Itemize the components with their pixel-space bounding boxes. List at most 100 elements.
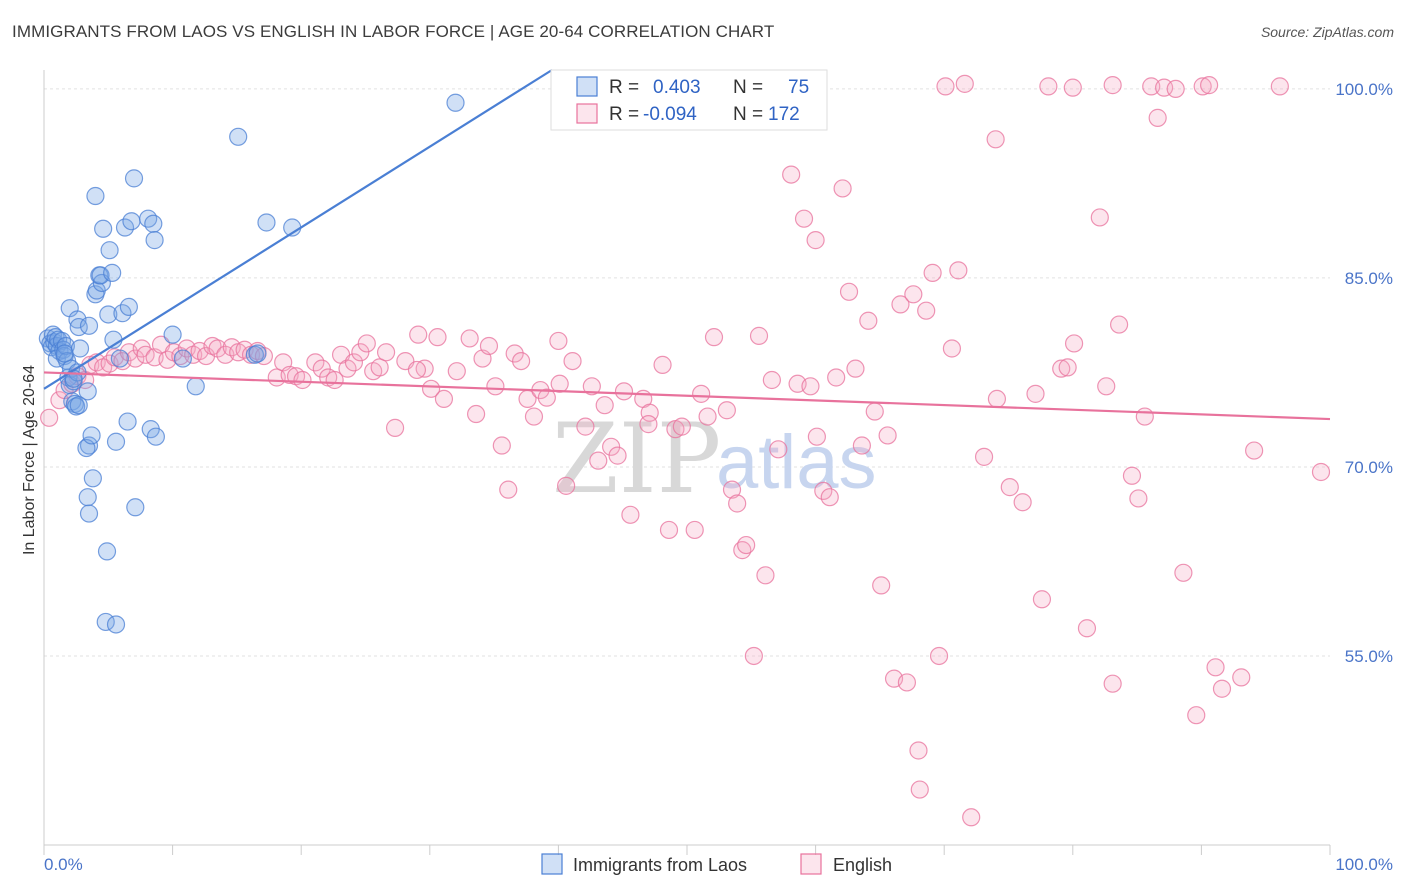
point-english — [293, 370, 312, 390]
point-english — [1109, 315, 1129, 334]
point-english — [974, 447, 994, 466]
legend-swatch-blue — [576, 76, 598, 97]
point-english — [447, 362, 466, 381]
y-axis-label: In Labor Force | Age 20-64 — [21, 365, 38, 555]
point-english — [466, 404, 486, 424]
point-english — [1212, 679, 1232, 698]
point-english — [409, 325, 428, 344]
point-immigrants-from-laos — [144, 214, 163, 233]
point-english — [955, 74, 974, 93]
y-tick-label: 100.0% — [1335, 80, 1393, 99]
point-english — [407, 360, 427, 380]
point-english — [505, 344, 524, 363]
point-immigrants-from-laos — [106, 615, 126, 634]
point-english — [962, 808, 981, 827]
point-english — [807, 427, 826, 446]
point-english — [1097, 377, 1116, 396]
point-immigrants-from-laos — [86, 186, 105, 206]
point-english — [1052, 359, 1071, 378]
point-english — [827, 368, 846, 387]
point-immigrants-from-laos — [78, 382, 97, 401]
point-english — [698, 407, 717, 426]
point-immigrants-from-laos — [78, 488, 97, 507]
point-immigrants-from-laos — [122, 212, 141, 231]
legend-n-value-1: 75 — [788, 77, 809, 98]
point-english — [722, 480, 742, 499]
point-immigrants-from-laos — [83, 469, 102, 488]
y-tick-label: 85.0% — [1345, 269, 1393, 288]
x-tick-label-100: 100.0% — [1335, 855, 1393, 874]
source-label: Source: ZipAtlas.com — [1260, 24, 1394, 40]
grid — [44, 88, 1330, 657]
point-english — [1311, 462, 1331, 482]
watermark-zip: ZIP — [552, 403, 721, 515]
point-english — [344, 353, 364, 372]
point-english — [1129, 489, 1148, 508]
point-immigrants-from-laos — [82, 426, 101, 445]
point-english — [385, 418, 405, 437]
point-immigrants-from-laos — [139, 209, 158, 228]
bottom-legend-label-1: Immigrants from Laos — [573, 855, 747, 875]
point-english — [595, 396, 614, 415]
point-english — [415, 359, 434, 378]
point-english — [1122, 466, 1142, 485]
point-english — [1232, 668, 1251, 687]
point-immigrants-from-laos — [257, 213, 276, 232]
point-immigrants-from-laos — [118, 412, 137, 431]
point-english — [872, 576, 891, 595]
point-english — [576, 417, 595, 436]
point-immigrants-from-laos — [79, 504, 99, 523]
point-english — [1077, 619, 1097, 638]
point-english — [1032, 590, 1052, 609]
point-english — [846, 359, 865, 378]
point-english — [769, 440, 788, 459]
point-english — [923, 263, 942, 282]
point-english — [659, 520, 679, 540]
trend-line-immigrants-from-laos — [43, 69, 553, 390]
point-english — [50, 391, 69, 410]
point-english — [744, 646, 763, 666]
point-immigrants-from-laos — [146, 427, 165, 446]
point-english — [737, 535, 756, 555]
point-english — [1039, 77, 1058, 96]
point-english — [370, 358, 389, 377]
point-english — [1174, 563, 1193, 582]
point-english — [40, 408, 59, 427]
bottom-legend-label-2: English — [833, 855, 892, 875]
point-english — [479, 336, 499, 356]
legend-swatch-pink — [576, 103, 598, 124]
point-english — [486, 377, 505, 396]
point-english — [171, 346, 190, 366]
point-immigrants-from-laos — [69, 396, 88, 415]
point-english — [685, 520, 704, 540]
point-english — [557, 476, 576, 495]
point-english — [986, 130, 1005, 149]
point-immigrants-from-laos — [56, 336, 75, 356]
point-english — [878, 426, 897, 445]
point-immigrants-from-laos — [55, 344, 74, 363]
point-immigrants-from-laos — [119, 297, 138, 317]
point-english — [621, 505, 640, 524]
point-english — [1142, 77, 1161, 96]
point-english — [512, 351, 531, 371]
point-english — [987, 389, 1007, 409]
point-english — [1058, 358, 1077, 377]
point-english — [749, 326, 769, 345]
point-english — [589, 451, 608, 470]
point-immigrants-from-laos — [70, 339, 90, 358]
point-english — [1103, 76, 1122, 95]
trend-lines — [43, 69, 1331, 421]
point-immigrants-from-laos — [173, 349, 192, 368]
point-immigrants-from-laos — [103, 263, 122, 282]
point-immigrants-from-laos — [186, 377, 205, 396]
point-immigrants-from-laos — [91, 266, 110, 285]
point-english — [428, 328, 447, 347]
point-english — [1206, 658, 1225, 677]
point-immigrants-from-laos — [446, 93, 465, 112]
point-immigrants-from-laos — [106, 432, 126, 451]
point-english — [563, 351, 582, 371]
chart-title: IMMIGRANTS FROM LAOS VS ENGLISH IN LABOR… — [12, 22, 775, 41]
point-english — [1064, 334, 1084, 353]
point-english — [1187, 706, 1206, 725]
